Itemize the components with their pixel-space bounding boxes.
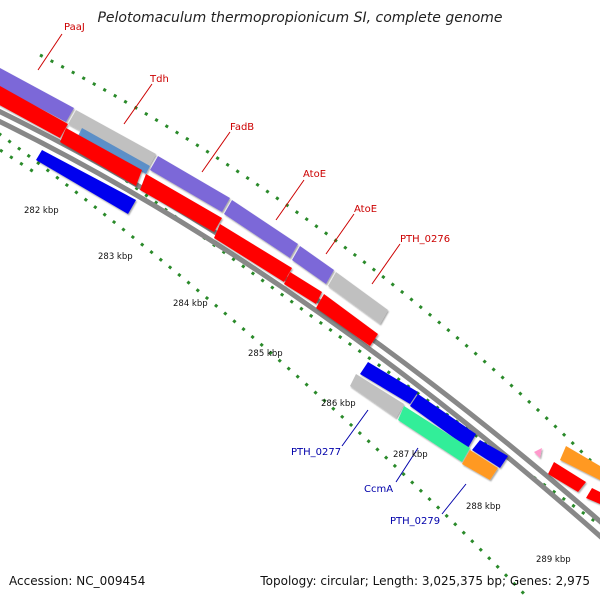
callout-ccma xyxy=(395,447,419,483)
gene-paaj[interactable] xyxy=(0,68,74,122)
orange-gene-right[interactable] xyxy=(560,446,600,480)
backbone-arc-inner xyxy=(0,118,600,540)
blue-gene-3[interactable] xyxy=(472,440,508,468)
kbp-label: 287 kbp xyxy=(393,450,428,460)
red-gene-right[interactable] xyxy=(548,462,586,492)
map-title: Pelotomaculum thermopropionicum SI, comp… xyxy=(97,10,502,26)
gene-pth-0276[interactable] xyxy=(328,272,388,324)
kbp-label: 282 kbp xyxy=(24,206,59,216)
callout-pth-0279 xyxy=(441,483,467,515)
callout-pth-0276 xyxy=(371,243,401,285)
red-arrow-4[interactable] xyxy=(214,224,292,282)
label-atoe-2: AtoE xyxy=(354,204,377,215)
blue-arrow-left[interactable] xyxy=(36,150,136,214)
gene-pth-0277[interactable] xyxy=(350,374,404,418)
label-ccma: CcmA xyxy=(364,484,393,495)
label-fadb: FadB xyxy=(230,122,254,133)
kbp-label: 284 kbp xyxy=(173,299,208,309)
label-pth-0277: PTH_0277 xyxy=(291,447,341,458)
label-pth-0279: PTH_0279 xyxy=(390,516,440,527)
kbp-label: 288 kbp xyxy=(466,502,501,512)
lower-genes xyxy=(350,362,600,504)
callout-paaj xyxy=(37,33,63,71)
inner-tick-arc xyxy=(0,132,532,600)
red-gene-edge[interactable] xyxy=(586,488,600,504)
red-arrow-3[interactable] xyxy=(140,174,222,232)
backbone xyxy=(0,108,600,540)
left-tick-arc xyxy=(0,148,35,174)
callout-atoe-2 xyxy=(325,213,355,255)
reverse-genes xyxy=(0,86,378,346)
outer-tick-arc xyxy=(39,53,600,472)
blue-gene-2[interactable] xyxy=(410,394,476,448)
blue-gene-1[interactable] xyxy=(360,362,418,404)
pink-marker[interactable] xyxy=(534,448,542,458)
gene-labels: PaaJ Tdh FadB AtoE AtoE PTH_0276 PTH_027… xyxy=(64,22,450,527)
gene-ccma[interactable] xyxy=(398,406,470,462)
gene-pth-0279[interactable] xyxy=(462,450,498,480)
callout-tdh xyxy=(123,83,153,125)
callout-fadb xyxy=(201,131,231,173)
kbp-label: 283 kbp xyxy=(98,252,133,262)
callout-pth-0277 xyxy=(341,409,369,447)
red-arrow-1[interactable] xyxy=(0,86,68,138)
red-arrow-6[interactable] xyxy=(316,294,378,346)
gene-atoe-1[interactable] xyxy=(224,200,298,258)
kbp-label: 286 kbp xyxy=(321,399,356,409)
callout-lines xyxy=(37,33,467,515)
forward-genes xyxy=(0,68,388,324)
kbp-label: 285 kbp xyxy=(248,349,283,359)
genome-summary-text: Topology: circular; Length: 3,025,375 bp… xyxy=(259,574,590,588)
gene-tdh[interactable] xyxy=(68,110,156,168)
callout-atoe-1 xyxy=(275,179,305,221)
gene-atoe-2[interactable] xyxy=(292,246,334,284)
label-paaj: PaaJ xyxy=(64,22,85,33)
label-atoe-1: AtoE xyxy=(303,169,326,180)
kbp-labels: 282 kbp 283 kbp 284 kbp 285 kbp 286 kbp … xyxy=(24,206,571,565)
kbp-label: 289 kbp xyxy=(536,555,571,565)
red-arrow-2[interactable] xyxy=(60,128,142,186)
label-tdh: Tdh xyxy=(149,74,169,85)
gene-tdh-inner[interactable] xyxy=(78,128,150,174)
gene-fadb[interactable] xyxy=(150,156,230,212)
accession-text: Accession: NC_009454 xyxy=(9,574,145,588)
red-arrow-5[interactable] xyxy=(284,272,322,304)
label-pth-0276: PTH_0276 xyxy=(400,234,450,245)
